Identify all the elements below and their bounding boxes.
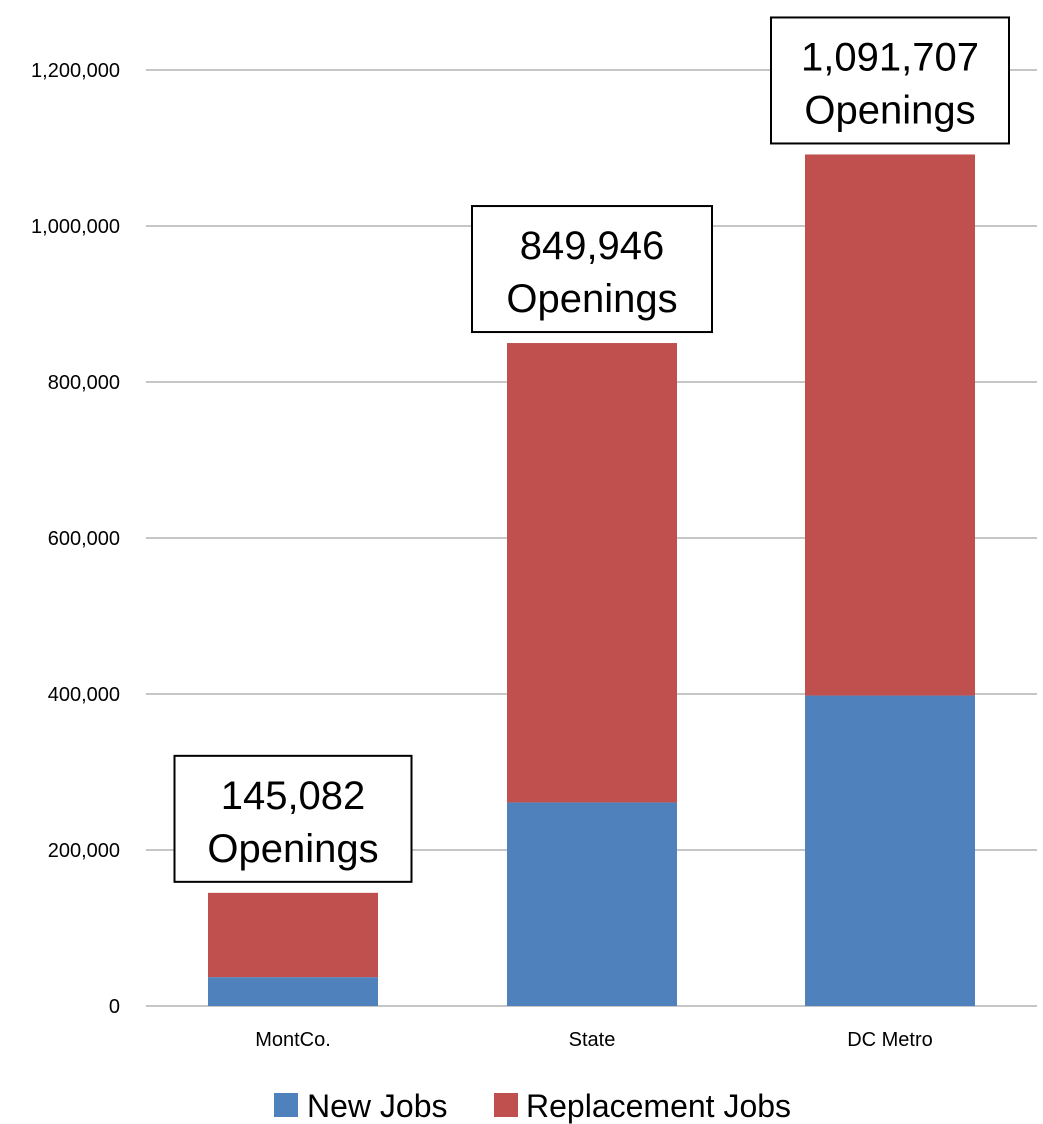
bar-segment xyxy=(805,154,975,696)
bar-segment xyxy=(208,977,378,1006)
legend: New Jobs Replacement Jobs xyxy=(274,1088,791,1124)
bar-segment xyxy=(805,695,975,1006)
total-callout-value: 1,091,707 xyxy=(801,35,979,79)
total-callout-unit: Openings xyxy=(804,88,975,132)
bars xyxy=(208,154,975,1006)
y-tick-label: 1,200,000 xyxy=(31,60,120,82)
legend-label: Replacement Jobs xyxy=(526,1088,791,1124)
total-callout-value: 849,946 xyxy=(520,224,665,268)
x-axis: MontCo. State DC Metro xyxy=(255,1029,933,1051)
legend-swatch xyxy=(274,1093,298,1117)
y-tick-label: 1,000,000 xyxy=(31,216,120,238)
y-tick-label: 600,000 xyxy=(48,528,120,550)
y-tick-label: 400,000 xyxy=(48,684,120,706)
x-category-label: MontCo. xyxy=(255,1029,331,1051)
y-tick-label: 800,000 xyxy=(48,372,120,394)
y-tick-label: 0 xyxy=(109,996,120,1018)
total-callout-box xyxy=(471,205,713,334)
legend-swatch xyxy=(494,1093,518,1117)
x-category-label: State xyxy=(569,1029,616,1051)
total-callout-box xyxy=(770,16,1010,145)
y-axis: 0 200,000 400,000 600,000 800,000 1,000,000 1,… xyxy=(31,60,120,1018)
bar-segment xyxy=(507,802,677,1006)
total-callout-unit: Openings xyxy=(207,827,378,871)
total-callouts: 145,082 Openings 849,946 Openings 1,091,707 O… xyxy=(173,16,1010,883)
total-callout-box xyxy=(173,754,413,883)
y-tick-label: 200,000 xyxy=(48,840,120,862)
bar-segment xyxy=(507,343,677,803)
total-callout-value: 145,082 xyxy=(221,774,366,818)
bar-segment xyxy=(208,892,378,978)
x-category-label: DC Metro xyxy=(847,1029,933,1051)
legend-label: New Jobs xyxy=(307,1088,448,1124)
total-callout-unit: Openings xyxy=(506,277,677,321)
